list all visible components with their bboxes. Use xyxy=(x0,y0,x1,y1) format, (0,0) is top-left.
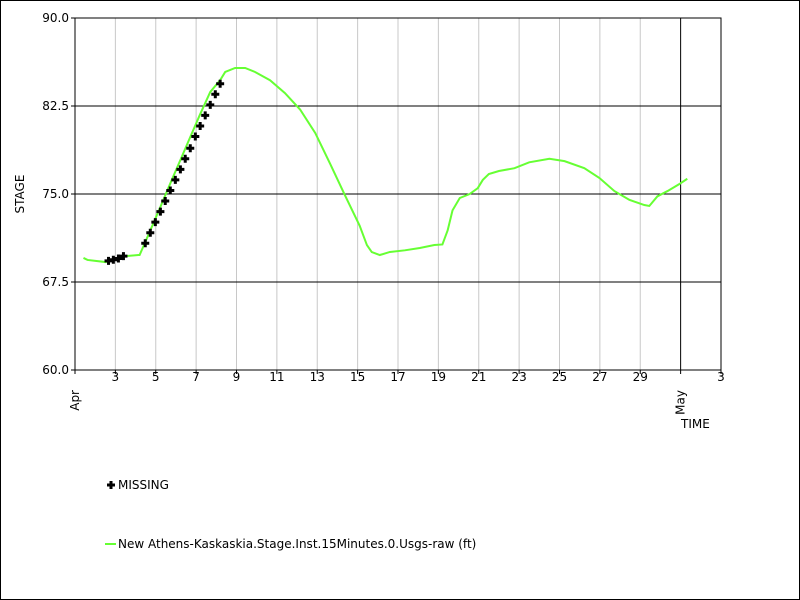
missing-marker xyxy=(171,175,180,184)
plot-border xyxy=(74,17,722,371)
x-tick-label: 23 xyxy=(511,370,526,384)
legend-label: New Athens-Kaskaskia.Stage.Inst.15Minute… xyxy=(118,537,476,551)
missing-marker xyxy=(196,121,205,130)
missing-marker xyxy=(216,79,225,88)
missing-marker xyxy=(156,207,165,216)
y-tick-label: 82.5 xyxy=(42,99,69,113)
x-tick-label: 7 xyxy=(192,370,200,384)
missing-marker xyxy=(186,144,195,153)
y-tick-label: 90.0 xyxy=(42,11,69,25)
missing-marker xyxy=(206,100,215,109)
missing-marker xyxy=(201,111,210,120)
missing-marker xyxy=(166,186,175,195)
missing-marker xyxy=(191,132,200,141)
x-axis-label: TIME xyxy=(680,417,710,431)
missing-marker xyxy=(151,218,160,227)
x-tick-label: 11 xyxy=(269,370,284,384)
missing-marker xyxy=(114,254,123,263)
missing-marker xyxy=(176,165,185,174)
x-tick-label: 17 xyxy=(390,370,405,384)
y-axis-label: STAGE xyxy=(13,175,27,214)
x-tick-label: 13 xyxy=(310,370,325,384)
missing-marker xyxy=(211,90,220,99)
x-tick-label: 3 xyxy=(717,370,725,384)
missing-marker xyxy=(146,228,155,237)
x-tick-label: 29 xyxy=(633,370,648,384)
x-tick-label: 15 xyxy=(350,370,365,384)
x-tick-label: 27 xyxy=(592,370,607,384)
x-tick-label: 5 xyxy=(152,370,160,384)
x-tick-label: 25 xyxy=(552,370,567,384)
y-tick-label: 67.5 xyxy=(42,275,69,289)
x-tick-label: May xyxy=(674,390,688,415)
legend-marker xyxy=(107,481,115,489)
missing-marker xyxy=(161,197,170,206)
x-tick-label: Apr xyxy=(68,390,82,411)
x-tick-label: 21 xyxy=(471,370,486,384)
x-tick-label: 19 xyxy=(431,370,446,384)
y-tick-label: 60.0 xyxy=(42,363,69,377)
legend-label: MISSING xyxy=(118,478,169,492)
y-tick-label: 75.0 xyxy=(42,187,69,201)
missing-marker xyxy=(181,154,190,163)
x-tick-label: 9 xyxy=(233,370,241,384)
missing-marker xyxy=(141,239,150,248)
missing-marker xyxy=(119,252,128,261)
x-tick-label: 3 xyxy=(112,370,120,384)
